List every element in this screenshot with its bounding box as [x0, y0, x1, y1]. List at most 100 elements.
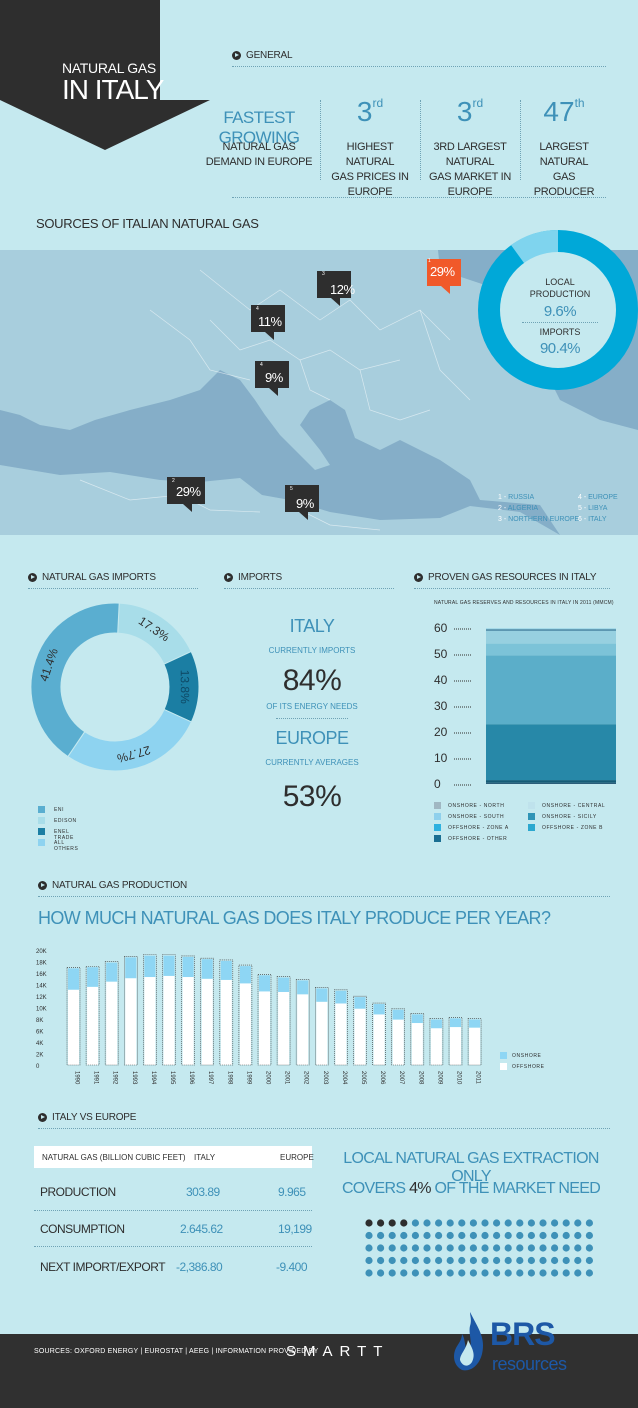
pin-num: 1: [428, 258, 431, 264]
local-label: LOCAL PRODUCTION: [520, 276, 600, 300]
row-europe-value: 19,199: [278, 1222, 312, 1236]
legend-name: RUSSIA: [508, 494, 535, 501]
table-row: NEXT IMPORT/EXPORT -2,386.80 -9.400: [40, 1260, 312, 1276]
row-europe-value: -9.400: [276, 1260, 308, 1274]
legend-num: 1: [498, 494, 502, 501]
market-dot: [388, 1269, 396, 1277]
row-italy-value: -2,386.80: [176, 1260, 223, 1274]
market-dot: [446, 1219, 454, 1227]
onshore-bar: [182, 956, 194, 978]
pin-num: 5: [290, 486, 293, 492]
bar-outline: [353, 995, 367, 1066]
legend-item: 1 - RUSSIA: [498, 494, 535, 501]
market-dot: [365, 1269, 373, 1277]
market-dot: [539, 1231, 547, 1240]
market-dot: [435, 1231, 443, 1240]
market-dot: [365, 1231, 373, 1240]
reserve-segment: [486, 629, 616, 631]
stat-4-desc-line1: LARGEST NATURAL: [539, 141, 589, 168]
market-dot: [388, 1244, 396, 1252]
map-pin-italy: [255, 361, 289, 396]
offshore-bar: [335, 1003, 347, 1065]
legend-label: ONSHORE: [512, 1053, 542, 1059]
arrow-icon: [414, 573, 423, 582]
reserve-segment: [486, 643, 616, 656]
reserves-chart: 0 10 20 30 40 50 60: [434, 621, 616, 791]
legend-label: OFFSHORE: [512, 1064, 545, 1070]
onshore-bar: [392, 1009, 404, 1020]
row-italy-value: 2.645.62: [180, 1222, 223, 1236]
callout-line1: LOCAL NATURAL GAS EXTRACTION ONLY: [343, 1150, 599, 1185]
market-dot: [516, 1244, 524, 1252]
table-row: PRODUCTION 303.89 9.965: [40, 1185, 312, 1201]
divider: [38, 896, 610, 897]
title-line1: NATURAL GAS: [62, 60, 156, 76]
comparison-table-header: NATURAL GAS (BILLION CUBIC FEET) ITALY E…: [34, 1146, 314, 1168]
market-dot: [377, 1256, 385, 1265]
onshore-bar: [450, 1018, 461, 1028]
market-dot: [411, 1231, 419, 1240]
offshore-bar: [239, 983, 251, 1065]
stat-3-desc-line2: GAS MARKET IN EUROPE: [428, 171, 512, 198]
offshore-bar: [278, 991, 290, 1065]
x-tick-label: 1994: [150, 1071, 156, 1085]
x-tick-label: 2000: [265, 1071, 271, 1085]
market-dot: [585, 1219, 593, 1227]
reserve-segment: [486, 782, 616, 784]
offshore-bar: [220, 979, 232, 1065]
bar-outline: [66, 967, 81, 1066]
x-tick-label: 2001: [284, 1071, 290, 1085]
callout-value: 4%: [409, 1180, 431, 1197]
market-dot: [400, 1244, 408, 1252]
y-tick-label: 2K: [36, 1053, 43, 1059]
market-dot: [585, 1269, 593, 1277]
market-dot: [365, 1219, 373, 1227]
stat-4-desc-line2: GAS PRODUCER: [533, 171, 595, 198]
y-tick-label: 18K: [36, 961, 47, 967]
reserves-chart-title: NATURAL GAS RESERVES AND RESOURCES IN IT…: [434, 600, 614, 606]
market-dot: [411, 1244, 419, 1252]
comparison-header: ITALY VS EUROPE: [38, 1112, 136, 1123]
divider: [34, 1246, 312, 1247]
legend-swatch: [500, 1063, 507, 1070]
footer: [0, 1334, 638, 1408]
pin-num: 2: [172, 478, 175, 484]
market-dot: [504, 1269, 512, 1277]
y-tick-label: 8K: [36, 1018, 43, 1024]
map-pin-northern-europe: [317, 271, 351, 306]
stat-1-desc-line2: DEMAND IN EUROPE: [205, 156, 313, 168]
reserve-segment: [486, 655, 616, 725]
y-tick-label: 6K: [36, 1030, 43, 1036]
stat-2-suffix: rd: [372, 96, 384, 110]
y-tick-label: 30: [434, 699, 448, 713]
bar-outline: [162, 954, 176, 1066]
pin-value: 12%: [330, 282, 355, 297]
market-dot: [527, 1231, 535, 1240]
legend-label: OFFSHORE - ZONE B: [542, 825, 604, 831]
market-dot: [446, 1269, 454, 1277]
onshore-bar: [87, 967, 99, 987]
market-dot: [469, 1219, 477, 1227]
legend-swatch: [500, 1052, 507, 1059]
offshore-bar: [354, 1008, 366, 1065]
legend-num: 2: [498, 505, 502, 512]
legend-swatch: [434, 835, 441, 842]
production-question: HOW MUCH NATURAL GAS DOES ITALY PRODUCE …: [38, 908, 551, 928]
row-label: NEXT IMPORT/EXPORT: [40, 1260, 166, 1274]
market-dot: [458, 1219, 466, 1227]
y-tick-label: 14K: [36, 984, 47, 990]
market-dot: [365, 1256, 373, 1265]
onshore-bar: [354, 997, 366, 1009]
legend-label: ONSHORE - CENTRAL: [542, 803, 606, 809]
offshore-bar: [182, 977, 194, 1065]
market-dot: [574, 1219, 582, 1227]
market-dot: [481, 1244, 489, 1252]
bar-outline: [391, 1008, 406, 1066]
flame-icon: [454, 1312, 484, 1371]
market-dot: [527, 1269, 535, 1277]
map-pin-europe: [251, 305, 285, 340]
market-dot: [562, 1219, 570, 1227]
imports-header: IMPORTS: [224, 572, 282, 583]
imports-label: IMPORTS: [539, 327, 581, 337]
legend-item: 6 - ITALY: [578, 516, 607, 523]
